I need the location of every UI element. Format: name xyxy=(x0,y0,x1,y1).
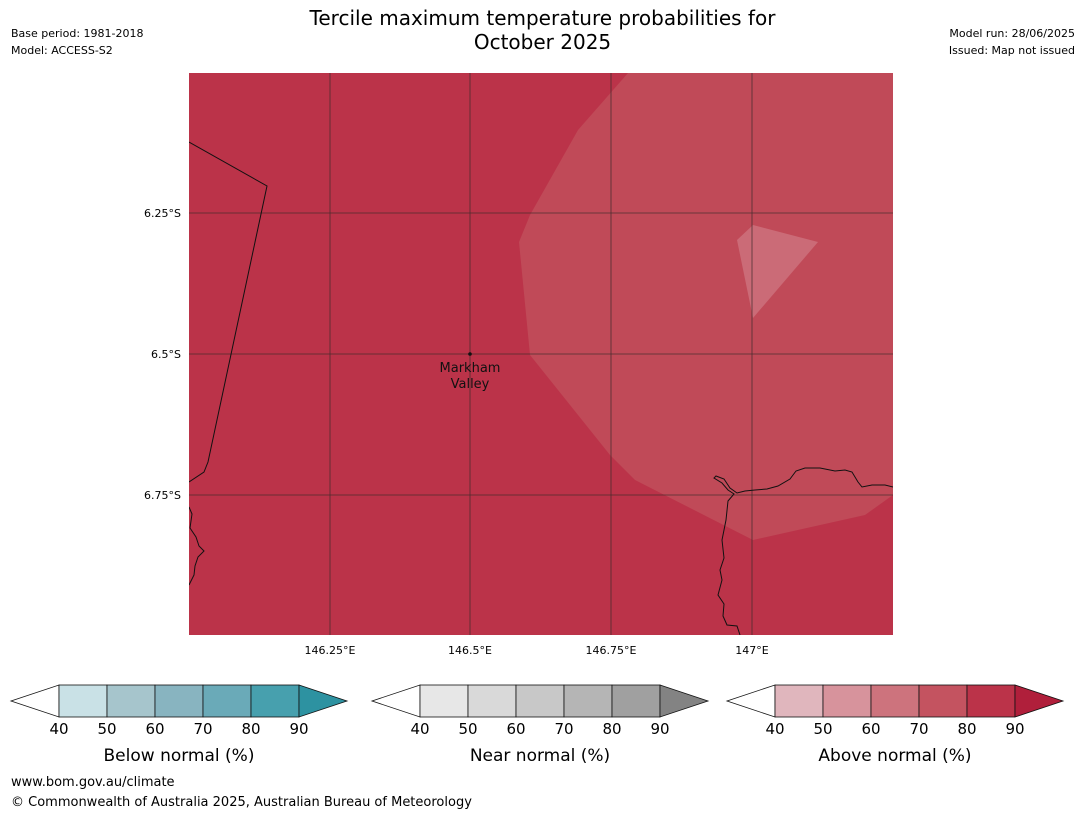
colorbar-tick-label: 50 xyxy=(458,720,477,738)
lon-label: 146.25°E xyxy=(305,644,356,657)
colorbar-segment xyxy=(822,684,872,718)
colorbar-segment xyxy=(870,684,920,718)
base-period-text: Base period: 1981-2018 xyxy=(11,27,144,40)
colorbar-label: Below normal (%) xyxy=(104,746,255,766)
colorbar-segment xyxy=(419,684,469,718)
map-title: Tercile maximum temperature probabilitie… xyxy=(0,6,1085,54)
colorbar-label: Near normal (%) xyxy=(470,746,610,766)
colorbar-segment xyxy=(106,684,156,718)
colorbar-extend-high xyxy=(298,684,349,718)
colorbar-segment xyxy=(250,684,300,718)
colorbar-segment xyxy=(515,684,565,718)
colorbar-tick-label: 60 xyxy=(145,720,164,738)
town-label-line-1: Markham xyxy=(440,361,501,376)
model-run-text: Model run: 28/06/2025 xyxy=(949,27,1075,40)
region-above-70 xyxy=(737,225,818,318)
colorbar-segment xyxy=(563,684,613,718)
colorbar-tick-label: 70 xyxy=(554,720,573,738)
colorbar-tick-label: 90 xyxy=(1005,720,1024,738)
colorbar-tick-label: 40 xyxy=(765,720,784,738)
colorbar-tick-label: 40 xyxy=(410,720,429,738)
map-canvas: Markham Valley xyxy=(189,73,893,635)
colorbar-tick-label: 70 xyxy=(193,720,212,738)
lat-label: 6.5°S xyxy=(151,348,181,361)
colorbar-label: Above normal (%) xyxy=(818,746,971,766)
header-right: Model run: 28/06/2025 Issued: Map not is… xyxy=(949,25,1075,59)
colorbars: 40 50 60 70 80 90 Below normal (%) 40 50 60 70 80 90… xyxy=(9,684,1065,766)
issued-text: Issued: Map not issued xyxy=(948,44,1075,57)
colorbar-extend-high xyxy=(1014,684,1065,718)
colorbar-tick-label: 60 xyxy=(861,720,880,738)
colorbar-tick-label: 80 xyxy=(241,720,260,738)
colorbar-segment xyxy=(154,684,204,718)
colorbar-segment xyxy=(774,684,824,718)
lat-label: 6.75°S xyxy=(144,489,181,502)
colorbar-tick-label: 50 xyxy=(813,720,832,738)
model-text: Model: ACCESS-S2 xyxy=(11,44,113,57)
colorbar-tick-label: 60 xyxy=(506,720,525,738)
colorbar-tick-label: 70 xyxy=(909,720,928,738)
title-line-1: Tercile maximum temperature probabilitie… xyxy=(309,6,776,30)
colorbar-segment xyxy=(58,684,108,718)
lon-label: 147°E xyxy=(735,644,768,657)
colorbar-segment xyxy=(467,684,517,718)
colorbar-extend-high xyxy=(659,684,710,718)
coastline-west xyxy=(189,506,205,586)
lon-label: 146.5°E xyxy=(448,644,492,657)
colorbar-extend-low xyxy=(370,684,421,718)
header-left: Base period: 1981-2018 Model: ACCESS-S2 xyxy=(11,25,143,59)
colorbar-tick-label: 90 xyxy=(289,720,308,738)
colorbar-tick-label: 50 xyxy=(97,720,116,738)
colorbar-segment xyxy=(202,684,252,718)
colorbar-tick-label: 80 xyxy=(957,720,976,738)
footer-copyright: © Commonwealth of Australia 2025, Austra… xyxy=(11,795,472,810)
lon-label: 146.75°E xyxy=(586,644,637,657)
title-line-2: October 2025 xyxy=(473,30,612,54)
colorbar-segment xyxy=(966,684,1016,718)
colorbar-tick-label: 80 xyxy=(602,720,621,738)
colorbar-extend-low xyxy=(725,684,776,718)
colorbar-segment xyxy=(611,684,661,718)
colorbar-tick-label: 90 xyxy=(650,720,669,738)
colorbar-extend-low xyxy=(9,684,60,718)
town-marker xyxy=(468,352,472,356)
region-above-80 xyxy=(519,73,893,540)
colorbar-tick-label: 40 xyxy=(49,720,68,738)
map: Markham Valley 6.25°S 6.5°S 6.75°S 146.2… xyxy=(144,73,893,657)
town-label-line-2: Valley xyxy=(451,377,490,392)
lat-label: 6.25°S xyxy=(144,207,181,220)
province-border xyxy=(189,141,268,483)
coastline-huon-gulf xyxy=(713,467,893,635)
footer-url: www.bom.gov.au/climate xyxy=(11,775,175,790)
colorbar-segment xyxy=(918,684,968,718)
